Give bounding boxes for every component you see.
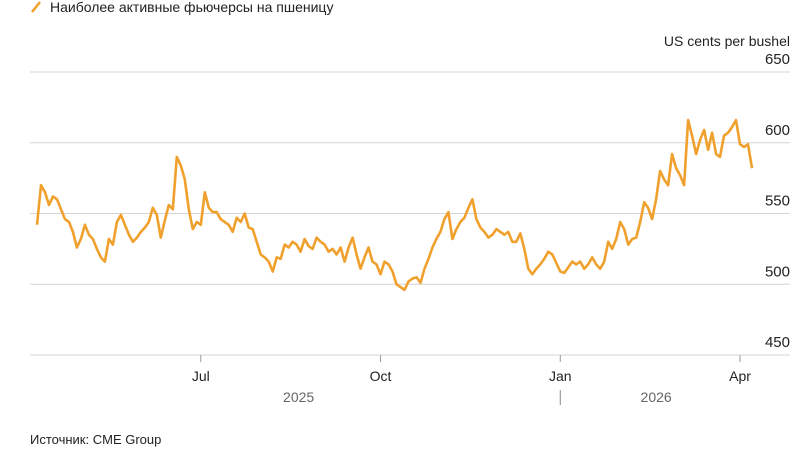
y-tick-label: 550 [765, 193, 790, 210]
x-tick-label: Jul [192, 368, 210, 384]
x-tick-label: Jan [549, 368, 572, 384]
x-group-label: 2026 [641, 389, 672, 405]
y-tick-label: 650 [765, 51, 790, 68]
legend-swatch [31, 1, 41, 13]
y-tick-label: 450 [765, 334, 790, 351]
y-tick-label: 500 [765, 263, 790, 280]
data-line [35, 118, 754, 292]
y-tick-label: 600 [765, 122, 790, 139]
x-tick-label: Oct [370, 368, 392, 384]
x-tick-label: Apr [729, 368, 751, 384]
source: Источник: CME Group [30, 432, 161, 447]
y-axis-label: US cents per bushel [664, 33, 790, 49]
x-group-label: 2025 [283, 389, 314, 405]
legend-label: Наиболее активные фьючерсы на пшеницу [50, 0, 333, 15]
